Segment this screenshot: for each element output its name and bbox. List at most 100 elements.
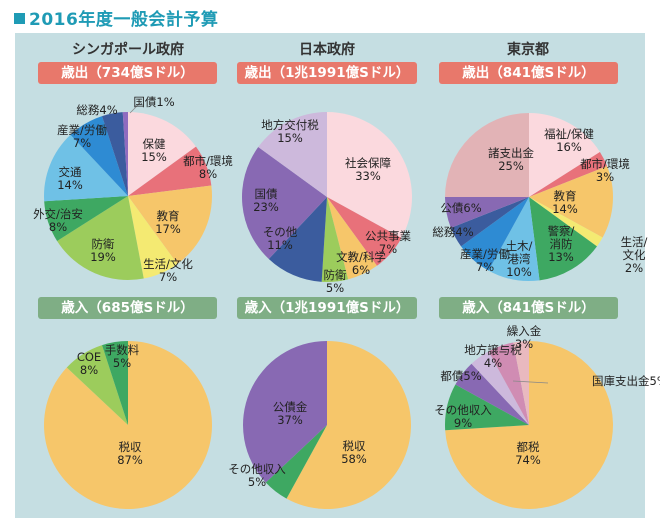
slice-label: 教育 14% — [552, 189, 578, 216]
slice-label: 保健 15% — [141, 137, 167, 164]
slice-label-line: 警察/ — [548, 224, 575, 238]
slice-label: 生活/文化 7% — [143, 257, 193, 284]
slice-label-line: 諸支出金 — [488, 146, 534, 160]
slice-label: 諸支出金 25% — [488, 146, 534, 173]
pie-slice — [102, 341, 128, 425]
pie-slice — [128, 146, 212, 196]
slice-label: 生活/文化 2% — [621, 235, 648, 275]
slice-label-line: 土木/ — [506, 239, 533, 253]
slice-label: 地方交付税 15% — [261, 118, 319, 145]
expenditure-header-japan: 歳出（1兆1991億Sドル） — [237, 62, 417, 84]
pie-slice — [529, 197, 603, 247]
slice-label-line: 7% — [476, 260, 494, 274]
slice-label-line: 4% — [484, 356, 502, 370]
slice-label-line: 7% — [379, 242, 397, 256]
slice-label-line: 10% — [506, 265, 532, 279]
slice-label-line: 33% — [355, 169, 381, 183]
slice-label-line: 地方譲与税 — [464, 343, 522, 357]
slice-label: その他収入 9% — [434, 403, 492, 430]
revenue-header-singapore: 歳入（685億Sドル） — [38, 297, 217, 319]
slice-label: 繰入金 3% — [507, 324, 542, 351]
slice-label-line: 25% — [498, 159, 524, 173]
slice-label: その他 11% — [263, 225, 298, 252]
slice-label-line: 74% — [515, 453, 541, 467]
slice-label-line: その他 — [263, 225, 298, 239]
pie-chart-5 — [445, 341, 614, 509]
slice-label-line: 8% — [80, 363, 98, 377]
slice-label-line: 3% — [596, 170, 614, 184]
slice-label: 都市/環境 3% — [580, 157, 630, 184]
slice-label-line: 繰入金 — [507, 324, 542, 338]
leader-line — [129, 102, 141, 114]
slice-label: 都市/環境 8% — [183, 154, 233, 181]
slice-label: 社会保障 33% — [345, 156, 391, 183]
slice-label-line: 産業/労働 — [57, 123, 107, 137]
pie-slice — [268, 197, 327, 282]
slice-label: COE 8% — [77, 350, 101, 377]
slice-label: 総務4% — [76, 103, 117, 117]
slice-label-line: 58% — [341, 452, 367, 466]
pie-slice — [286, 341, 411, 509]
slice-label-line: 公共事業 — [365, 229, 411, 243]
slice-label-line: 2% — [625, 261, 643, 275]
pie-slice — [455, 363, 529, 425]
slice-label-line: 87% — [117, 453, 143, 467]
pie-chart-2 — [445, 113, 613, 282]
pie-slice — [529, 166, 613, 238]
pie-chart-4 — [243, 341, 411, 509]
slice-label-line: COE — [77, 350, 101, 364]
slice-label-line: その他収入 — [434, 403, 492, 417]
pie-slice — [488, 342, 529, 425]
slice-label: 国庫支出金5% — [592, 374, 660, 388]
pie-slice — [471, 351, 529, 425]
pie-slice — [445, 113, 529, 197]
slice-label-line: 防衛 — [324, 268, 347, 282]
pie-slice — [44, 341, 213, 510]
slice-label-line: 17% — [155, 222, 181, 236]
gov-name-singapore: シンガポール政府 — [72, 42, 184, 58]
slice-label-line: 防衛 — [92, 237, 115, 251]
slice-label-line: 生活/ — [621, 235, 648, 249]
slice-label-line: 3% — [515, 337, 533, 351]
slice-label-line: 福祉/保健 — [544, 127, 594, 141]
slice-label-line: 公債金 — [273, 400, 308, 414]
pie-slice — [327, 112, 413, 238]
page-title-text: 2016年度一般会計予算 — [29, 10, 219, 30]
pie-slice — [66, 345, 128, 425]
slice-label-line: 地方交付税 — [261, 118, 319, 132]
slice-label-line: 15% — [141, 150, 167, 164]
slice-label: 防衛 19% — [90, 237, 116, 264]
slice-label: 公債金 37% — [273, 400, 308, 427]
pie-slice — [102, 112, 128, 196]
slice-label-line: 社会保障 — [345, 156, 391, 170]
slice-label-line: 37% — [277, 413, 303, 427]
slice-label-line: 5% — [326, 281, 344, 295]
slice-label: 外交/治安 8% — [33, 207, 83, 234]
slice-label-line: 都市/環境 — [580, 157, 630, 171]
slice-label-line: 7% — [73, 136, 91, 150]
slice-label-line: 国債 — [255, 187, 278, 201]
slice-label-line: 都債5% — [440, 369, 481, 383]
pie-slice — [529, 197, 597, 281]
slice-label-line: 8% — [49, 220, 67, 234]
pie-slice — [243, 341, 327, 483]
pie-slice — [450, 197, 529, 247]
pie-slice — [265, 425, 327, 499]
slice-label-line: 9% — [454, 416, 472, 430]
pie-slice — [122, 112, 128, 196]
slice-label-line: 都市/環境 — [183, 154, 233, 168]
slice-label-line: 港湾 — [508, 252, 531, 266]
slice-label: 警察/消防 13% — [548, 224, 575, 264]
revenue-header-japan: 歳入（1兆1991億Sドル） — [237, 297, 417, 319]
slice-label: 防衛 5% — [324, 268, 347, 295]
pie-slice — [461, 197, 529, 271]
slice-label: 産業/労働 7% — [460, 247, 510, 274]
slice-label: 都債5% — [440, 369, 481, 383]
pie-slice — [513, 341, 529, 425]
slice-label: 地方譲与税 4% — [464, 343, 522, 370]
leader-line — [512, 380, 549, 384]
slice-label-line: 税収 — [343, 439, 366, 453]
slice-label-line: 文化 — [623, 248, 646, 262]
slice-label: 教育 17% — [155, 209, 181, 236]
